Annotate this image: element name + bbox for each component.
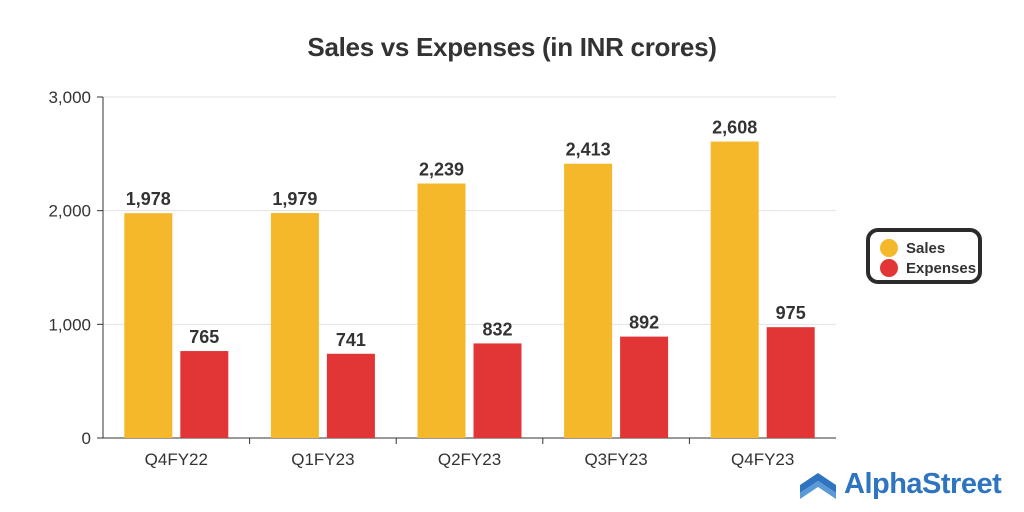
y-tick-label: 1,000	[48, 315, 91, 334]
bar-sales	[710, 141, 759, 439]
data-label-sales: 2,239	[419, 160, 464, 180]
bar-sales	[564, 163, 613, 438]
data-label-expenses: 892	[629, 313, 659, 333]
bar-expenses	[326, 353, 375, 438]
data-label-expenses: 832	[482, 319, 512, 339]
legend-item-expenses: Expenses	[880, 258, 978, 278]
bar-sales	[124, 213, 173, 438]
logo-text: AlphaStreet	[844, 468, 1002, 500]
x-tick-label: Q4FY22	[145, 450, 208, 469]
y-tick-label: 0	[82, 429, 91, 448]
legend-label-sales: Sales	[906, 239, 946, 257]
data-label-sales: 2,608	[712, 118, 757, 138]
data-label-expenses: 975	[776, 303, 806, 323]
data-label-sales: 2,413	[566, 140, 611, 160]
bar-expenses	[473, 343, 522, 438]
data-label-expenses: 741	[336, 330, 366, 350]
x-tick-label: Q2FY23	[438, 450, 501, 469]
x-tick-label: Q1FY23	[291, 450, 354, 469]
bar-expenses	[766, 327, 815, 438]
legend-label-expenses: Expenses	[906, 259, 977, 277]
x-tick-label: Q3FY23	[584, 450, 647, 469]
legend-swatch-sales	[880, 239, 898, 257]
alphastreet-logo: AlphaStreet	[798, 468, 1002, 501]
data-label-sales: 1,978	[126, 189, 171, 209]
legend-item-sales: Sales	[880, 238, 978, 258]
data-label-expenses: 765	[189, 327, 219, 347]
alphastreet-logo-icon	[800, 472, 836, 499]
chart-legend: Sales Expenses	[866, 228, 982, 284]
bar-expenses	[620, 336, 669, 438]
bar-sales	[417, 183, 466, 438]
y-tick-label: 3,000	[48, 88, 91, 107]
bar-sales	[270, 213, 319, 438]
legend-swatch-expenses	[880, 259, 898, 277]
x-tick-label: Q4FY23	[731, 450, 794, 469]
bar-expenses	[180, 351, 229, 438]
chart-title: Sales vs Expenses (in INR crores)	[307, 32, 717, 62]
y-tick-label: 2,000	[48, 202, 91, 221]
data-label-sales: 1,979	[272, 189, 317, 209]
